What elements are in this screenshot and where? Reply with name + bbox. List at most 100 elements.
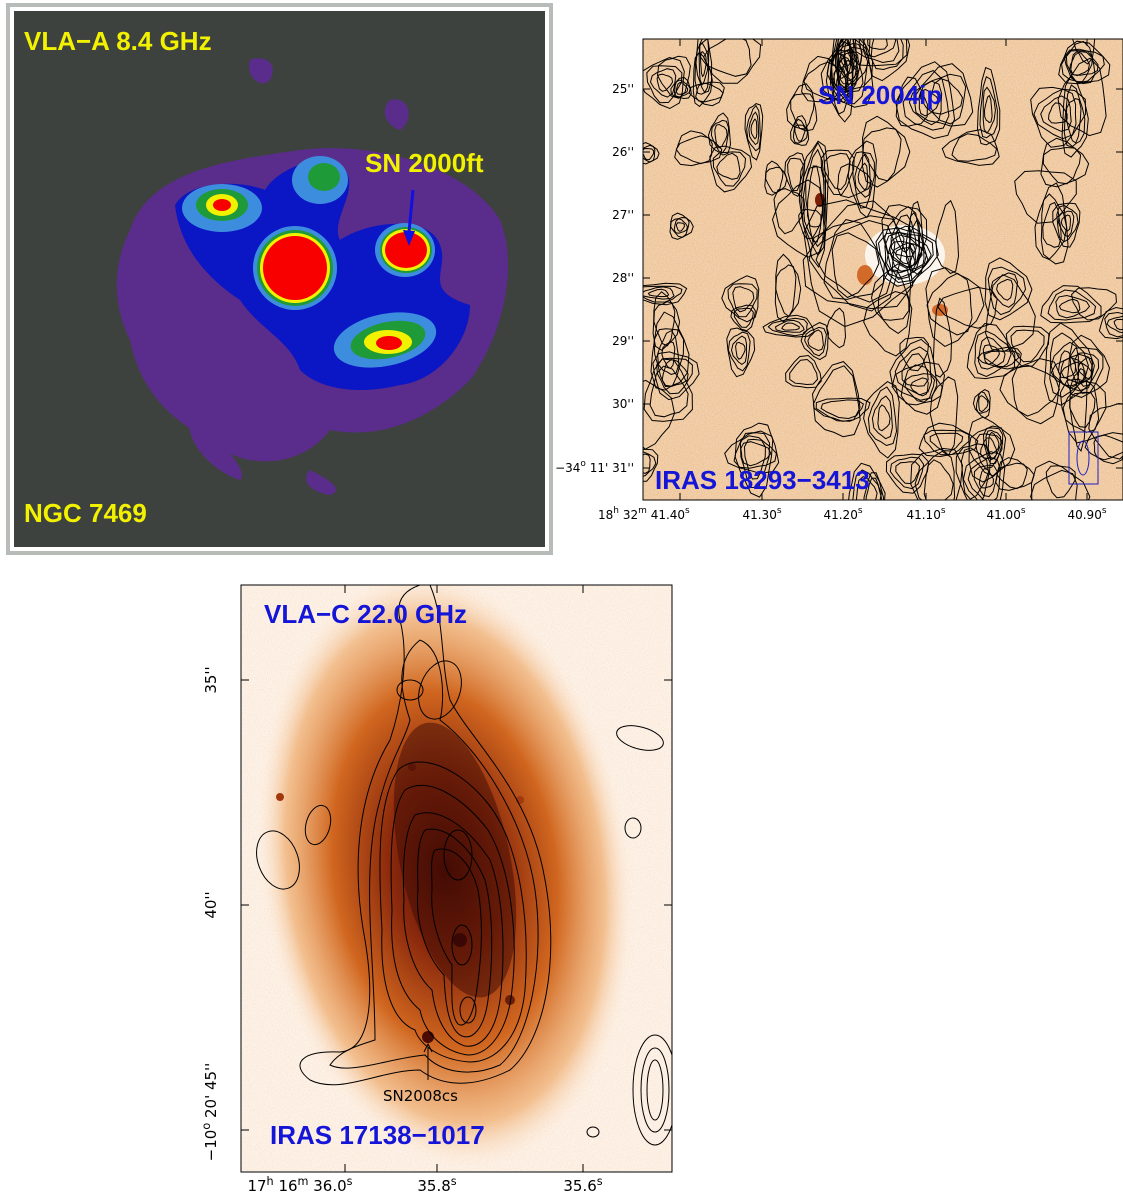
contour — [1057, 210, 1075, 238]
contour — [695, 39, 710, 94]
contour — [935, 199, 960, 275]
tick-text: 35'' — [202, 666, 220, 693]
contour — [716, 152, 741, 180]
contour — [1047, 289, 1097, 321]
contour — [656, 357, 693, 395]
contour — [889, 456, 925, 490]
beam — [1076, 440, 1090, 476]
contour — [1034, 182, 1069, 265]
contour — [727, 283, 758, 318]
contour — [840, 39, 855, 75]
contour — [673, 79, 691, 98]
panel-iras18293: SN 2004ip IRAS 18293−3413 25'' 26'' 27'' 28… — [555, 38, 1123, 522]
tick-text: 35.6 — [563, 1177, 596, 1195]
contour — [1061, 75, 1089, 158]
tick-text: 25'' — [612, 82, 634, 96]
contour — [675, 222, 685, 232]
contour — [1030, 86, 1087, 148]
contour — [740, 441, 772, 467]
contour — [698, 39, 762, 84]
superscript: s — [1021, 506, 1026, 516]
contour — [643, 379, 676, 450]
contour — [656, 73, 674, 92]
tick-label: 40.90s — [1067, 506, 1106, 522]
contour — [647, 288, 670, 298]
contour — [852, 469, 882, 500]
contour — [918, 422, 979, 458]
contour — [786, 83, 818, 132]
contour — [735, 341, 746, 360]
tick-text: 40.90 — [1067, 508, 1101, 522]
galaxy-label: NGC 7469 — [24, 498, 147, 528]
contour — [975, 433, 1003, 469]
contour — [1033, 88, 1077, 140]
contour — [1060, 361, 1085, 384]
arrow-head — [403, 230, 415, 246]
contour — [1061, 40, 1096, 85]
tick-label: 35.8s — [417, 1175, 456, 1195]
contour — [837, 42, 863, 83]
contour — [836, 163, 873, 199]
contour — [857, 162, 869, 191]
contour — [806, 165, 824, 228]
contour — [1057, 57, 1107, 137]
tick-label: 30'' — [612, 397, 634, 411]
contour — [932, 297, 953, 378]
contour — [1084, 432, 1123, 465]
superscript: o — [580, 459, 586, 469]
superscript: s — [685, 506, 690, 516]
tick-text: 41.20 — [823, 508, 857, 522]
contour — [982, 86, 996, 135]
superscript: s — [597, 1175, 603, 1188]
tick-text: 29'' — [612, 334, 634, 348]
contour — [960, 447, 990, 500]
contour — [962, 451, 1006, 500]
contour — [831, 232, 880, 299]
contour — [807, 329, 824, 352]
contour — [870, 39, 904, 71]
tick-label: −10o 20' 45'' — [200, 1063, 220, 1162]
contour — [862, 39, 897, 58]
contour — [1045, 465, 1076, 499]
band-label: VLA−C 22.0 GHz — [264, 599, 467, 629]
contour — [750, 118, 758, 140]
contour — [914, 450, 956, 500]
contour — [785, 354, 822, 389]
contour — [890, 242, 917, 268]
superscript: s — [451, 1175, 457, 1188]
tick-text: 40'' — [202, 891, 220, 918]
contour — [974, 330, 1012, 378]
contour — [919, 73, 967, 125]
contour — [650, 311, 690, 391]
contour — [709, 145, 753, 193]
contour — [804, 326, 827, 357]
contour — [790, 115, 810, 146]
tick-text: −34 — [555, 461, 580, 475]
contour — [727, 331, 751, 372]
contour — [790, 93, 815, 130]
contour — [748, 111, 760, 146]
contour — [643, 144, 656, 163]
tick-text: 16 — [274, 1177, 298, 1195]
contour — [996, 278, 1014, 301]
contour — [980, 437, 998, 459]
tick-text: 11' 31'' — [586, 461, 634, 475]
contour — [836, 66, 847, 94]
contour — [835, 39, 870, 90]
contour — [653, 328, 685, 388]
contour — [852, 151, 875, 209]
superscript: m — [298, 1175, 309, 1188]
contour — [973, 464, 998, 498]
contour — [976, 66, 1001, 146]
contour — [895, 61, 956, 140]
supernova-label: SN 2004ip — [818, 80, 942, 110]
contour — [732, 286, 755, 313]
contour — [854, 153, 872, 198]
contour — [978, 468, 995, 489]
contour — [695, 82, 724, 103]
tick-label: 35'' — [202, 666, 220, 693]
superscript: m — [638, 506, 647, 516]
contour — [730, 335, 748, 366]
tick-text: 17 — [247, 1177, 266, 1195]
tick-text: 41.10 — [906, 508, 940, 522]
